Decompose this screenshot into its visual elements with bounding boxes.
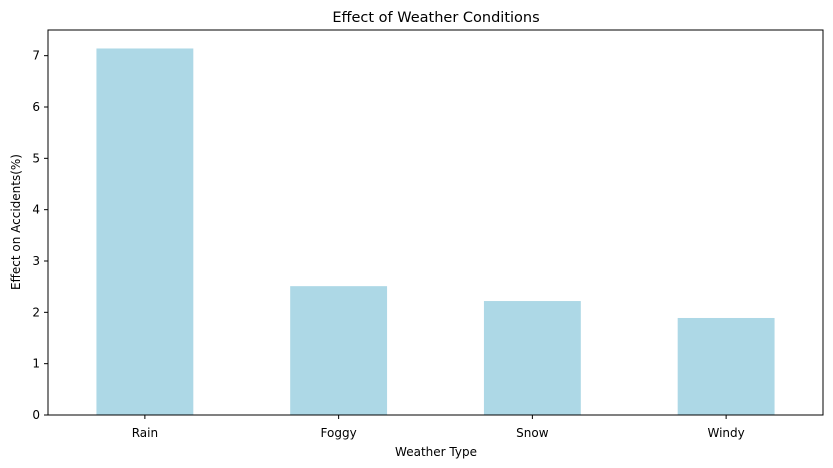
- bars-group: [96, 48, 775, 415]
- x-tick-label: Windy: [707, 426, 744, 440]
- bar-windy: [677, 317, 775, 415]
- y-tick-label: 1: [32, 357, 40, 371]
- y-axis-label: Effect on Accidents(%): [9, 154, 23, 290]
- x-tick-label: Rain: [132, 426, 158, 440]
- y-tick-label: 3: [32, 254, 40, 268]
- y-tick-label: 6: [32, 100, 40, 114]
- bar-foggy: [290, 286, 388, 415]
- y-tick-label: 4: [32, 203, 40, 217]
- x-tick-label: Snow: [516, 426, 549, 440]
- bar-snow: [483, 301, 581, 415]
- x-axis-ticks: Rain Foggy Snow Windy: [132, 415, 745, 440]
- y-tick-label: 0: [32, 408, 40, 422]
- x-axis-label: Weather Type: [395, 445, 477, 459]
- y-tick-label: 5: [32, 151, 40, 165]
- y-tick-label: 2: [32, 305, 40, 319]
- x-tick-label: Foggy: [321, 426, 357, 440]
- y-tick-label: 7: [32, 49, 40, 63]
- bar-rain: [96, 48, 194, 415]
- axes-frame: [47, 29, 824, 416]
- y-axis-ticks: 0 1 2 3 4 5 6 7: [32, 49, 48, 422]
- chart-title: Effect of Weather Conditions: [332, 10, 539, 26]
